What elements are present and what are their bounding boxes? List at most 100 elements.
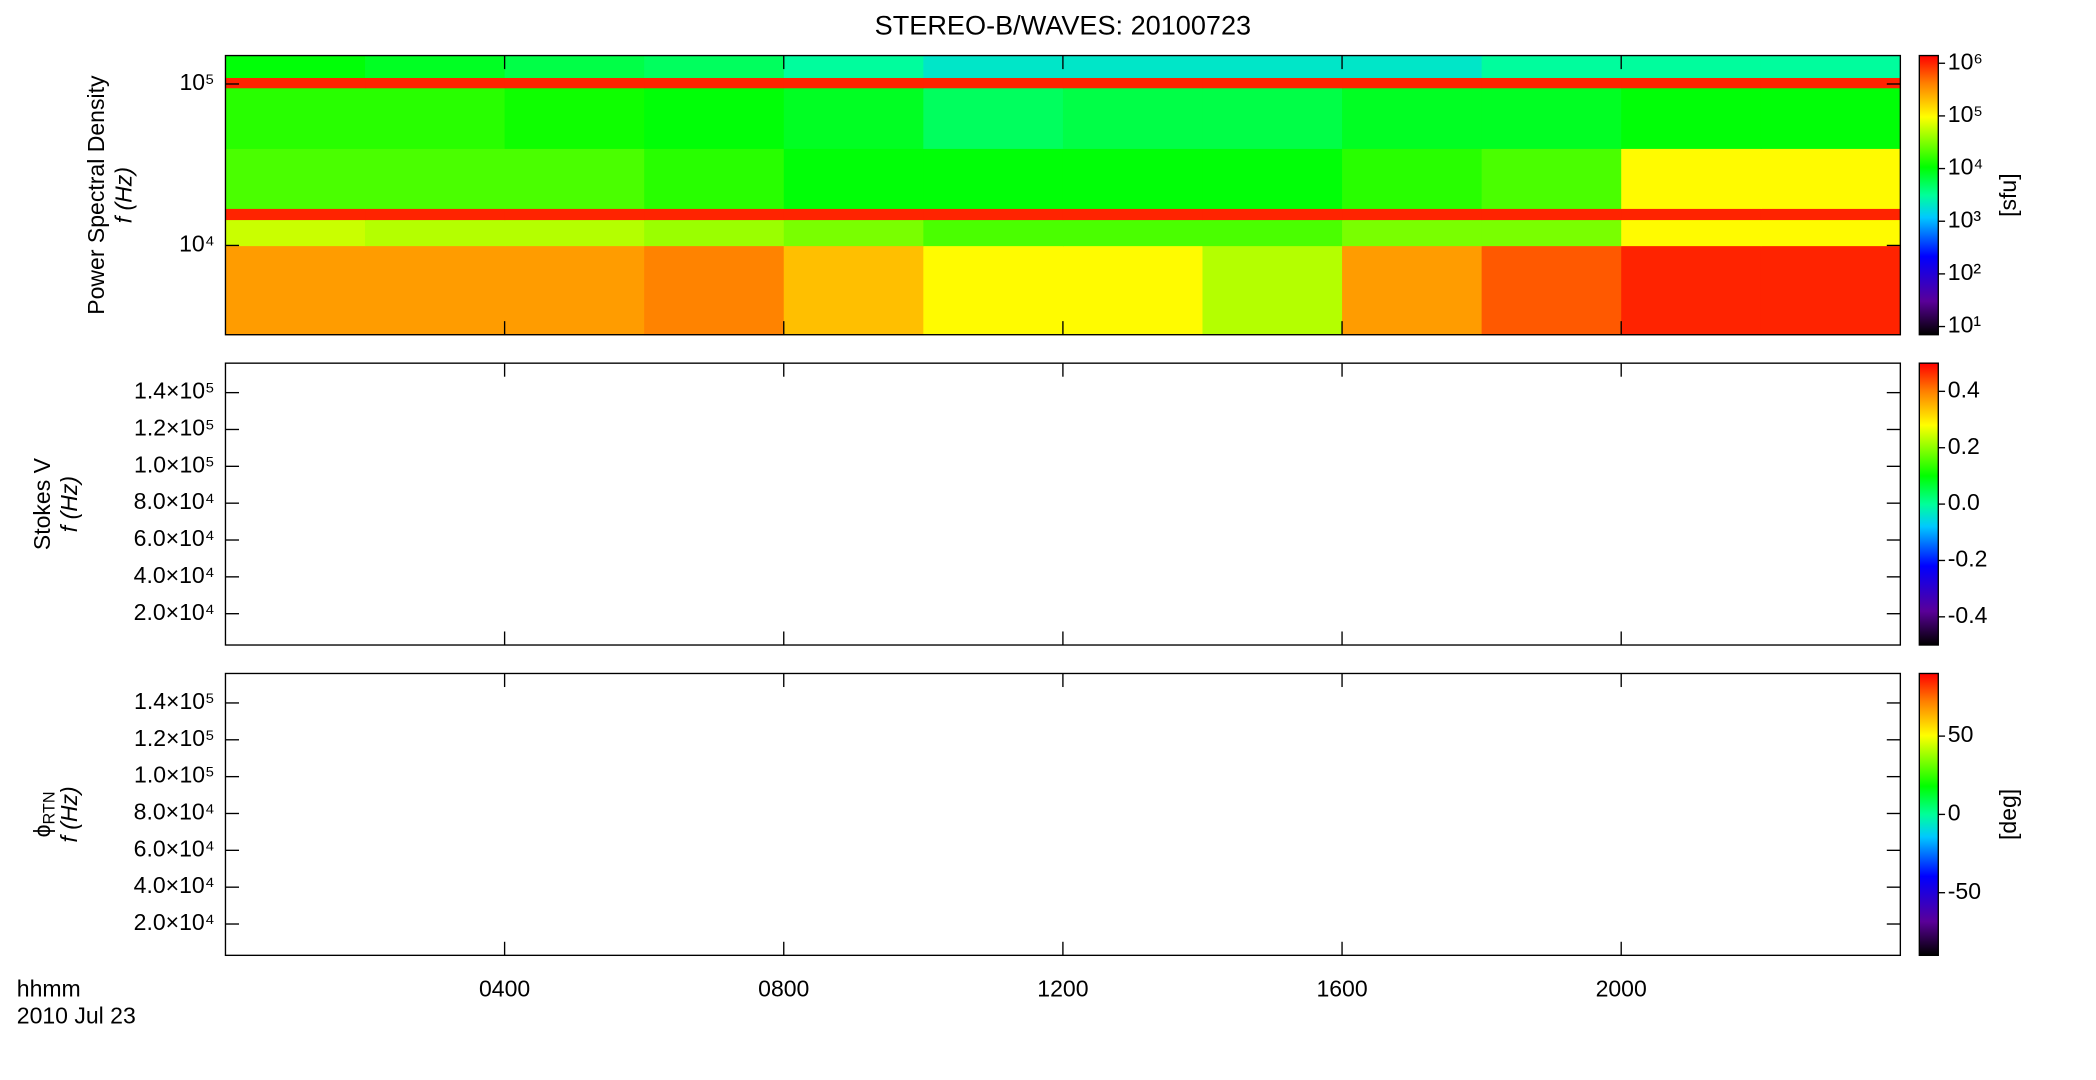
- spectrogram-cell: [1342, 148, 1483, 209]
- y-tick-label: 10⁴: [179, 231, 215, 257]
- y-tick-label: 6.0×10⁴: [134, 835, 215, 861]
- y-tick-label: 4.0×10⁴: [134, 562, 215, 588]
- spectrogram-cell: [365, 208, 506, 221]
- spectrogram-cell: [1760, 219, 1902, 247]
- colorbar-tick-label: 0.0: [1948, 489, 1980, 515]
- spectrogram-cell: [644, 55, 785, 78]
- spectrogram-cell: [923, 55, 1064, 78]
- spectrogram-cell: [504, 208, 645, 221]
- colorbar-tick-label: 0.2: [1948, 433, 1980, 459]
- spectrogram-cell: [1342, 219, 1483, 247]
- y-axis-label: ϕRTN: [29, 791, 59, 837]
- spectrogram-cell: [1062, 245, 1204, 336]
- spectrogram-cell: [644, 208, 785, 221]
- spectrogram-cell: [1202, 77, 1343, 89]
- spectrogram-cell: [644, 219, 785, 247]
- spectrogram-cell: [504, 87, 645, 149]
- spectrogram-cell: [1481, 219, 1622, 247]
- spectrogram-cell: [365, 55, 506, 78]
- colorbar-tick-label: 50: [1948, 721, 1974, 747]
- spectrogram-cell: [365, 77, 506, 89]
- colorbar-label: [sfu]: [1995, 173, 2021, 217]
- y-axis-label-symbol: ϕ: [29, 825, 55, 838]
- spectrogram-cell: [1621, 245, 1762, 336]
- spectrogram-cell: [365, 245, 506, 336]
- x-tick-label: 1200: [1037, 976, 1088, 1002]
- colorbar: [1918, 672, 1939, 957]
- y-axis-label: f (Hz): [56, 476, 82, 532]
- y-axis-label: Stokes V: [29, 457, 55, 550]
- spectrogram-cell: [1760, 148, 1902, 209]
- spectrogram-cell: [1481, 245, 1622, 336]
- spectrogram-cell: [504, 219, 645, 247]
- spectrogram-cell: [365, 148, 506, 209]
- spectrogram-cell: [1621, 55, 1762, 78]
- spectrogram-cell: [1621, 87, 1762, 149]
- spectrogram-cell: [504, 148, 645, 209]
- spectrogram-cell: [225, 148, 366, 209]
- spectrogram-cell: [225, 77, 366, 89]
- y-tick-label: 1.4×10⁵: [134, 688, 215, 714]
- spectrogram-cell: [1342, 77, 1483, 89]
- y-tick-label: 2.0×10⁴: [134, 599, 215, 625]
- y-tick-label: 6.0×10⁴: [134, 525, 215, 551]
- colorbar-tick-label: -50: [1948, 878, 1981, 904]
- spectrogram-cell: [1202, 148, 1343, 209]
- spectrogram-cell: [1621, 219, 1762, 247]
- spectrogram-cell: [1202, 219, 1343, 247]
- spectrogram-cell: [1342, 55, 1483, 78]
- spectrogram-cell: [225, 245, 366, 336]
- y-axis-label-subscript: RTN: [41, 791, 59, 824]
- spectrogram-cell: [1342, 208, 1483, 221]
- spectrogram-cell: [1202, 208, 1343, 221]
- spectrogram-cell: [1760, 77, 1902, 89]
- colorbar-tick-label: -0.2: [1948, 546, 1988, 572]
- spectrogram-cell: [1760, 245, 1902, 336]
- spectrogram-cell: [504, 77, 645, 89]
- x-tick-label: 0400: [479, 976, 530, 1002]
- y-axis-label: f (Hz): [110, 167, 136, 223]
- y-tick-label: 1.2×10⁵: [134, 725, 215, 751]
- colorbar-tick-label: 10⁴: [1948, 154, 1983, 180]
- chart-title: STEREO-B/WAVES: 20100723: [875, 9, 1251, 40]
- spectrogram-cell: [923, 208, 1064, 221]
- spectrogram-cell: [1621, 148, 1762, 209]
- spectrogram-cell: [644, 87, 785, 149]
- y-tick-label: 8.0×10⁴: [134, 488, 215, 514]
- spectrogram-cell: [1481, 148, 1622, 209]
- x-tick-label: 1600: [1316, 976, 1367, 1002]
- colorbar-tick-label: 0: [1948, 799, 1961, 825]
- spectrogram-cell: [923, 245, 1064, 336]
- spectrogram-cell: [923, 77, 1064, 89]
- spectrogram-cell: [1062, 219, 1204, 247]
- spectrogram-cell: [225, 87, 366, 149]
- spectrogram-cell: [1481, 77, 1622, 89]
- y-tick-label: 4.0×10⁴: [134, 872, 215, 898]
- spectrogram-cell: [1760, 87, 1902, 149]
- spectrogram-cell: [1062, 208, 1204, 221]
- spectrogram-cell: [1062, 148, 1204, 209]
- spectrogram-cell: [504, 55, 645, 78]
- spectrogram-cell: [644, 245, 785, 336]
- y-tick-label: 1.2×10⁵: [134, 415, 215, 441]
- colorbar-tick-label: 10³: [1948, 206, 1982, 232]
- colorbar: [1918, 54, 1939, 336]
- spectrogram-cell: [1062, 77, 1204, 89]
- spectrogram-cell: [225, 208, 366, 221]
- spectrogram-cell: [1760, 208, 1902, 221]
- spectrogram-cell: [783, 208, 925, 221]
- x-axis-date: 2010 Jul 23: [17, 1003, 136, 1029]
- spectrogram-cell: [1481, 55, 1622, 78]
- x-tick-label: 2000: [1596, 976, 1647, 1002]
- colorbar-tick-label: 0.4: [1948, 376, 1980, 402]
- colorbar-label: [deg]: [1995, 789, 2021, 840]
- spectrogram-cell: [1062, 87, 1204, 149]
- spectrogram-cell: [1342, 245, 1483, 336]
- spectrogram-cell: [644, 148, 785, 209]
- x-axis-label: hhmm: [17, 976, 81, 1002]
- spectrogram-cell: [644, 77, 785, 89]
- spectrogram-cell: [1481, 87, 1622, 149]
- colorbar-tick-label: 10⁵: [1948, 101, 1983, 127]
- colorbar-tick-label: -0.4: [1948, 602, 1988, 628]
